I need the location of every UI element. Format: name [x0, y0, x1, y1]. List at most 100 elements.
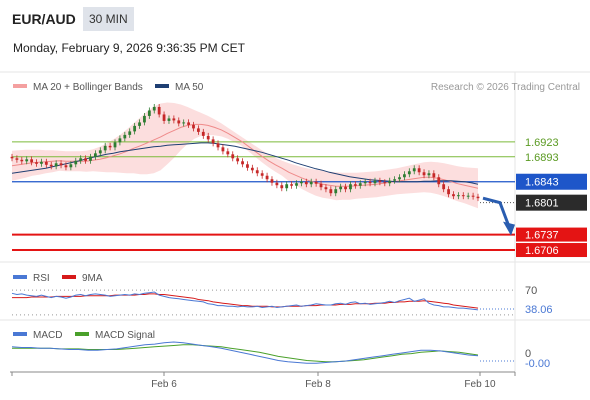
candle — [265, 175, 269, 180]
candle — [344, 186, 347, 190]
candle — [10, 156, 14, 159]
candle — [442, 184, 446, 190]
macd-value-label: -0.00 — [525, 358, 550, 370]
candle — [54, 163, 58, 167]
candle — [427, 173, 431, 176]
candles-layer — [10, 103, 480, 202]
candle — [255, 170, 259, 174]
legend-rsi-ma-label: 9MA — [82, 273, 103, 284]
macd-zero-label: 0 — [525, 348, 531, 360]
candle — [349, 184, 352, 190]
rsi-panel: 70 38.06 — [11, 285, 553, 316]
candle — [363, 181, 367, 184]
candle — [285, 184, 289, 189]
candle — [466, 195, 470, 197]
macd-signal-line — [12, 344, 479, 363]
candle — [403, 174, 406, 178]
candle — [108, 145, 112, 148]
support-label: 1.6706 — [525, 245, 559, 257]
candle — [260, 173, 264, 176]
bollinger-band-fill — [12, 102, 478, 209]
legend-rsi-label: RSI — [33, 273, 50, 284]
candle — [128, 131, 132, 135]
candle — [373, 180, 377, 184]
candle — [275, 182, 279, 186]
level-lines-layer — [12, 141, 515, 252]
candle — [40, 161, 43, 164]
candle — [236, 158, 240, 162]
candle — [133, 125, 137, 132]
candle — [59, 163, 63, 166]
legend-macd-label: MACD — [33, 330, 62, 341]
candle — [15, 158, 19, 160]
candle — [103, 145, 107, 151]
forecast-arrow-line — [482, 196, 511, 228]
candle — [314, 181, 318, 184]
candle — [25, 159, 29, 162]
support-label-box — [516, 227, 587, 242]
legend-macd-signal-label: MACD Signal — [95, 330, 155, 341]
candle — [162, 114, 166, 121]
legend-ma50-label: MA 50 — [175, 82, 204, 93]
candle — [79, 158, 83, 161]
candle — [290, 184, 293, 186]
candle — [69, 164, 73, 168]
candle — [334, 189, 338, 194]
candle — [231, 154, 235, 159]
candle — [417, 168, 421, 173]
candle — [353, 184, 357, 186]
candle — [329, 189, 333, 194]
pivot-label-box — [516, 173, 587, 190]
timestamp: Monday, February 9, 2026 9:36:35 PM CET — [13, 41, 245, 55]
candle — [44, 161, 48, 165]
legend-ma50-swatch — [155, 84, 169, 88]
candle — [157, 106, 161, 115]
timeframe-badge[interactable]: 30 MIN — [83, 7, 134, 31]
candle — [241, 161, 244, 165]
candle — [471, 195, 475, 197]
candle — [206, 135, 210, 140]
candle — [74, 160, 78, 165]
bollinger-band-layer — [12, 102, 478, 209]
candle — [167, 118, 171, 121]
candle — [221, 147, 225, 152]
legend-ma20-label: MA 20 + Bollinger Bands — [33, 82, 143, 93]
x-axis: Feb 6 Feb 8 Feb 10 — [11, 372, 516, 390]
resistance-label: 1.6923 — [525, 137, 559, 149]
candle — [84, 158, 87, 161]
candle — [187, 122, 190, 125]
candle — [280, 185, 284, 189]
candle — [422, 172, 426, 176]
candle — [304, 181, 308, 185]
candle — [398, 177, 401, 180]
pivot-label: 1.6843 — [525, 177, 559, 189]
candle — [383, 182, 387, 184]
candle — [152, 106, 156, 111]
candle — [192, 124, 195, 129]
candle — [358, 183, 362, 186]
ma20-line — [11, 123, 479, 189]
candle — [270, 179, 274, 183]
candle — [123, 134, 127, 139]
candle — [147, 110, 151, 116]
support-label: 1.6737 — [525, 230, 559, 242]
forecast-arrow-head — [503, 221, 515, 236]
legend-rsi-ma-swatch — [62, 275, 76, 279]
candle — [324, 187, 328, 190]
resistance-label: 1.6893 — [525, 152, 559, 164]
x-tick-label: Feb 10 — [464, 379, 496, 390]
macd-line — [11, 341, 479, 364]
x-tick-label: Feb 6 — [151, 379, 177, 390]
candle — [20, 159, 24, 162]
candle — [452, 194, 455, 197]
candle — [250, 167, 254, 171]
candle — [476, 196, 480, 199]
candle — [226, 151, 230, 155]
legend-ma20-swatch — [13, 84, 27, 88]
candle — [138, 122, 141, 126]
candle — [143, 115, 146, 123]
legend-rsi-swatch — [13, 275, 27, 279]
candle — [211, 139, 215, 144]
copyright-text: Research © 2026 Trading Central — [431, 82, 580, 93]
candle — [319, 183, 323, 188]
